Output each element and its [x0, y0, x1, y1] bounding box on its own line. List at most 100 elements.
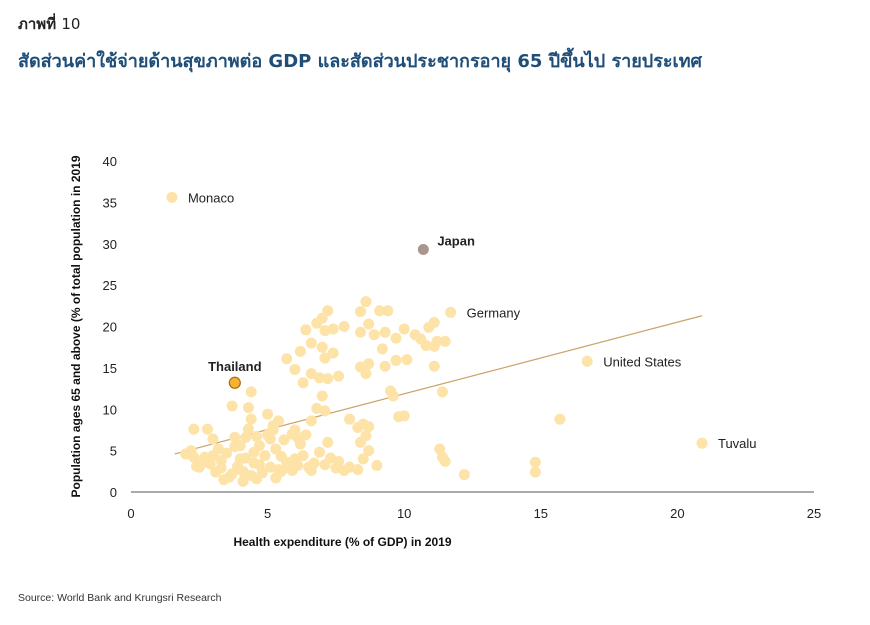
data-point	[363, 421, 375, 433]
data-point	[529, 466, 541, 478]
annotation-united-states: United States	[603, 354, 682, 369]
data-point	[229, 440, 241, 452]
x-tick-label: 15	[534, 506, 548, 521]
data-point	[327, 323, 339, 335]
annotation-monaco: Monaco	[188, 190, 234, 205]
annotation-tuvalu: Tuvalu	[718, 436, 757, 451]
data-point	[218, 474, 230, 486]
data-point	[439, 455, 451, 467]
data-point	[363, 445, 375, 457]
y-tick-label: 25	[103, 278, 117, 293]
x-tick-label: 20	[670, 506, 684, 521]
x-tick-label: 5	[264, 506, 271, 521]
data-point	[297, 377, 309, 389]
data-point	[289, 364, 301, 376]
y-tick-label: 15	[103, 361, 117, 376]
data-point-germany	[445, 306, 457, 318]
data-point-united-states	[581, 355, 593, 367]
data-point	[251, 431, 263, 443]
data-point	[305, 415, 317, 427]
data-point	[434, 443, 446, 455]
data-point	[357, 453, 369, 465]
x-axis-title: Health expenditure (% of GDP) in 2019	[233, 535, 451, 549]
annotation-germany: Germany	[467, 305, 521, 320]
data-point	[529, 456, 541, 468]
data-point	[319, 459, 331, 471]
data-point	[316, 341, 328, 353]
figure-number: 10	[61, 15, 81, 33]
data-point	[199, 451, 211, 463]
data-point	[333, 370, 345, 382]
data-point	[232, 463, 244, 475]
data-point	[305, 368, 317, 380]
data-point	[259, 450, 271, 462]
x-tick-label: 0	[127, 506, 134, 521]
data-point	[242, 423, 254, 435]
data-point	[439, 335, 451, 347]
data-point	[319, 325, 331, 337]
data-point	[234, 453, 246, 465]
data-point	[314, 446, 326, 458]
annotation-thailand: Thailand	[208, 359, 262, 374]
data-point	[344, 413, 356, 425]
data-point	[207, 450, 219, 462]
y-tick-label: 40	[103, 154, 117, 169]
data-point	[237, 475, 249, 487]
data-point	[201, 423, 213, 435]
y-axis-ticks: 0 5 10 15 20 25 30 35 40	[103, 154, 117, 500]
data-point-japan	[417, 244, 429, 256]
data-point	[360, 368, 372, 380]
data-point	[191, 460, 203, 472]
data-point	[420, 340, 432, 352]
data-point	[188, 423, 200, 435]
data-point	[354, 436, 366, 448]
data-point	[253, 440, 265, 452]
data-points	[180, 296, 566, 487]
data-point	[428, 316, 440, 328]
y-tick-label: 35	[103, 195, 117, 210]
data-point	[264, 461, 276, 473]
data-point	[401, 354, 413, 366]
data-point	[390, 354, 402, 366]
data-point	[289, 453, 301, 465]
data-point	[226, 400, 238, 412]
data-point	[322, 373, 334, 385]
data-point	[262, 408, 274, 420]
data-point	[319, 405, 331, 417]
data-point	[229, 431, 241, 443]
data-point	[374, 305, 386, 317]
data-point	[281, 353, 293, 365]
data-point	[387, 390, 399, 402]
data-point	[354, 326, 366, 338]
data-point	[322, 305, 334, 317]
data-point	[300, 324, 312, 336]
data-point	[338, 321, 350, 332]
data-point	[428, 340, 440, 352]
data-point	[267, 424, 279, 436]
data-point	[275, 465, 287, 477]
data-point	[554, 413, 566, 425]
figure-label-text: ภาพที่	[18, 15, 57, 33]
data-point	[316, 390, 328, 402]
data-point	[371, 460, 383, 472]
data-point	[390, 332, 402, 344]
data-point	[294, 345, 306, 357]
y-tick-label: 20	[103, 320, 117, 335]
data-point-tuvalu	[696, 437, 708, 449]
data-point	[286, 428, 298, 440]
x-axis-ticks: 0 5 10 15 20 25	[127, 506, 821, 521]
y-tick-label: 10	[103, 402, 117, 417]
data-point	[322, 436, 334, 448]
data-point	[245, 413, 257, 425]
data-point	[242, 402, 254, 414]
data-point	[256, 467, 268, 479]
data-point	[240, 431, 252, 443]
y-tick-label: 30	[103, 237, 117, 252]
data-point	[398, 410, 410, 422]
figure-label: ภาพที่ 10	[18, 12, 80, 36]
annotation-japan: Japan	[437, 234, 475, 249]
data-point	[363, 318, 375, 330]
x-tick-label: 25	[807, 506, 821, 521]
data-point	[330, 462, 342, 474]
